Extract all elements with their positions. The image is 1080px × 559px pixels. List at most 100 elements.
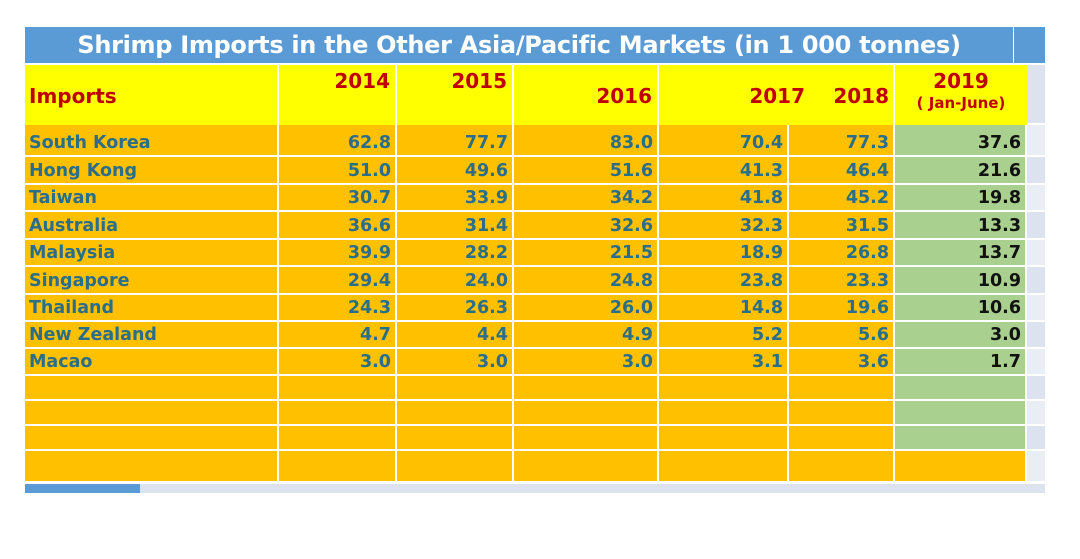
- row-label: New Zealand: [25, 322, 279, 349]
- table-cell-2014: 39.9: [279, 240, 397, 267]
- row-label: Singapore: [25, 267, 279, 295]
- table-cell-2017: 14.8: [659, 295, 789, 322]
- row-label: South Korea: [25, 125, 279, 157]
- side-strip-cell: [1027, 426, 1045, 451]
- side-strip-cell: [1027, 322, 1045, 349]
- side-strip-cell: [1027, 349, 1045, 376]
- empty-cell: [397, 376, 514, 401]
- table-cell-2019: 21.6: [895, 157, 1027, 185]
- table-cell-2014: 36.6: [279, 212, 397, 240]
- empty-cell: [514, 451, 659, 483]
- side-strip-cell: [1027, 185, 1045, 212]
- table-cell-2018: 77.3: [789, 125, 895, 157]
- column-header-2017: 2017: [659, 65, 805, 125]
- table-cell-2019: 1.7: [895, 349, 1027, 376]
- empty-cell: [895, 401, 1027, 426]
- table-cell-2014: 30.7: [279, 185, 397, 212]
- row-label: Hong Kong: [25, 157, 279, 185]
- side-strip-cell: [1027, 295, 1045, 322]
- table-cell-2016: 32.6: [514, 212, 659, 240]
- row-label: Malaysia: [25, 240, 279, 267]
- table-cell-2015: 4.4: [397, 322, 514, 349]
- side-strip-cell: [1027, 157, 1045, 185]
- table-cell-2019: 10.6: [895, 295, 1027, 322]
- column-header-2019: 2019: [933, 69, 989, 93]
- table-cell-2016: 21.5: [514, 240, 659, 267]
- table-cell-2017: 18.9: [659, 240, 789, 267]
- empty-cell: [279, 426, 397, 451]
- empty-cell: [659, 451, 789, 483]
- empty-cell: [279, 401, 397, 426]
- side-strip-cell: [1027, 125, 1045, 157]
- table-cell-2017: 23.8: [659, 267, 789, 295]
- table-cell-2016: 51.6: [514, 157, 659, 185]
- table-cell-2015: 31.4: [397, 212, 514, 240]
- table-cell-2015: 49.6: [397, 157, 514, 185]
- column-header-2015: 2015: [397, 65, 514, 125]
- table-cell-2019: 37.6: [895, 125, 1027, 157]
- table-cell-2018: 3.6: [789, 349, 895, 376]
- table-cell-2016: 4.9: [514, 322, 659, 349]
- side-strip-cell: [1027, 451, 1045, 483]
- table-cell-2015: 28.2: [397, 240, 514, 267]
- table-cell-2019: 3.0: [895, 322, 1027, 349]
- table-cell-2017: 3.1: [659, 349, 789, 376]
- table-cell-2018: 31.5: [789, 212, 895, 240]
- side-strip: [1027, 65, 1045, 125]
- column-header-2018: 2018: [805, 65, 895, 125]
- row-label: Thailand: [25, 295, 279, 322]
- table-cell-2017: 32.3: [659, 212, 789, 240]
- table-cell-2019: 13.7: [895, 240, 1027, 267]
- horizontal-scrollbar[interactable]: [25, 484, 1045, 493]
- table-cell-2016: 3.0: [514, 349, 659, 376]
- table-cell-2018: 45.2: [789, 185, 895, 212]
- table-cell-2016: 26.0: [514, 295, 659, 322]
- table-cell-2017: 5.2: [659, 322, 789, 349]
- empty-cell: [25, 426, 279, 451]
- scrollbar-thumb[interactable]: [25, 484, 140, 493]
- table-cell-2018: 26.8: [789, 240, 895, 267]
- column-header-2014: 2014: [279, 65, 397, 125]
- empty-cell: [397, 451, 514, 483]
- empty-cell: [659, 426, 789, 451]
- empty-cell: [25, 376, 279, 401]
- table-cell-2015: 77.7: [397, 125, 514, 157]
- row-label: Australia: [25, 212, 279, 240]
- table-cell-2014: 62.8: [279, 125, 397, 157]
- table-cell-2019: 19.8: [895, 185, 1027, 212]
- table-cell-2015: 33.9: [397, 185, 514, 212]
- table-cell-2014: 24.3: [279, 295, 397, 322]
- empty-cell: [514, 426, 659, 451]
- table-cell-2017: 41.8: [659, 185, 789, 212]
- side-strip-cell: [1027, 240, 1045, 267]
- empty-cell: [895, 451, 1027, 483]
- title-bar-side-cell: [1014, 27, 1045, 63]
- empty-cell: [789, 451, 895, 483]
- side-strip-cell: [1027, 267, 1045, 295]
- row-header-label: Imports: [29, 84, 117, 108]
- empty-cell: [397, 426, 514, 451]
- table-cell-2017: 70.4: [659, 125, 789, 157]
- column-header-2016: 2016: [514, 65, 659, 125]
- row-label: Macao: [25, 349, 279, 376]
- table-cell-2017: 41.3: [659, 157, 789, 185]
- table-title: Shrimp Imports in the Other Asia/Pacific…: [25, 27, 1013, 63]
- table-cell-2016: 34.2: [514, 185, 659, 212]
- empty-cell: [659, 376, 789, 401]
- table-cell-2018: 23.3: [789, 267, 895, 295]
- empty-cell: [514, 376, 659, 401]
- empty-cell: [25, 451, 279, 483]
- empty-cell: [789, 376, 895, 401]
- empty-cell: [25, 401, 279, 426]
- side-strip-cell: [1027, 376, 1045, 401]
- empty-cell: [397, 401, 514, 426]
- table-cell-2014: 51.0: [279, 157, 397, 185]
- table-cell-2015: 24.0: [397, 267, 514, 295]
- column-header-2019-note: ( Jan-June): [916, 94, 1006, 112]
- table-cell-2016: 24.8: [514, 267, 659, 295]
- empty-cell: [279, 376, 397, 401]
- table-cell-2016: 83.0: [514, 125, 659, 157]
- empty-cell: [514, 401, 659, 426]
- table-cell-2018: 5.6: [789, 322, 895, 349]
- table-cell-2018: 19.6: [789, 295, 895, 322]
